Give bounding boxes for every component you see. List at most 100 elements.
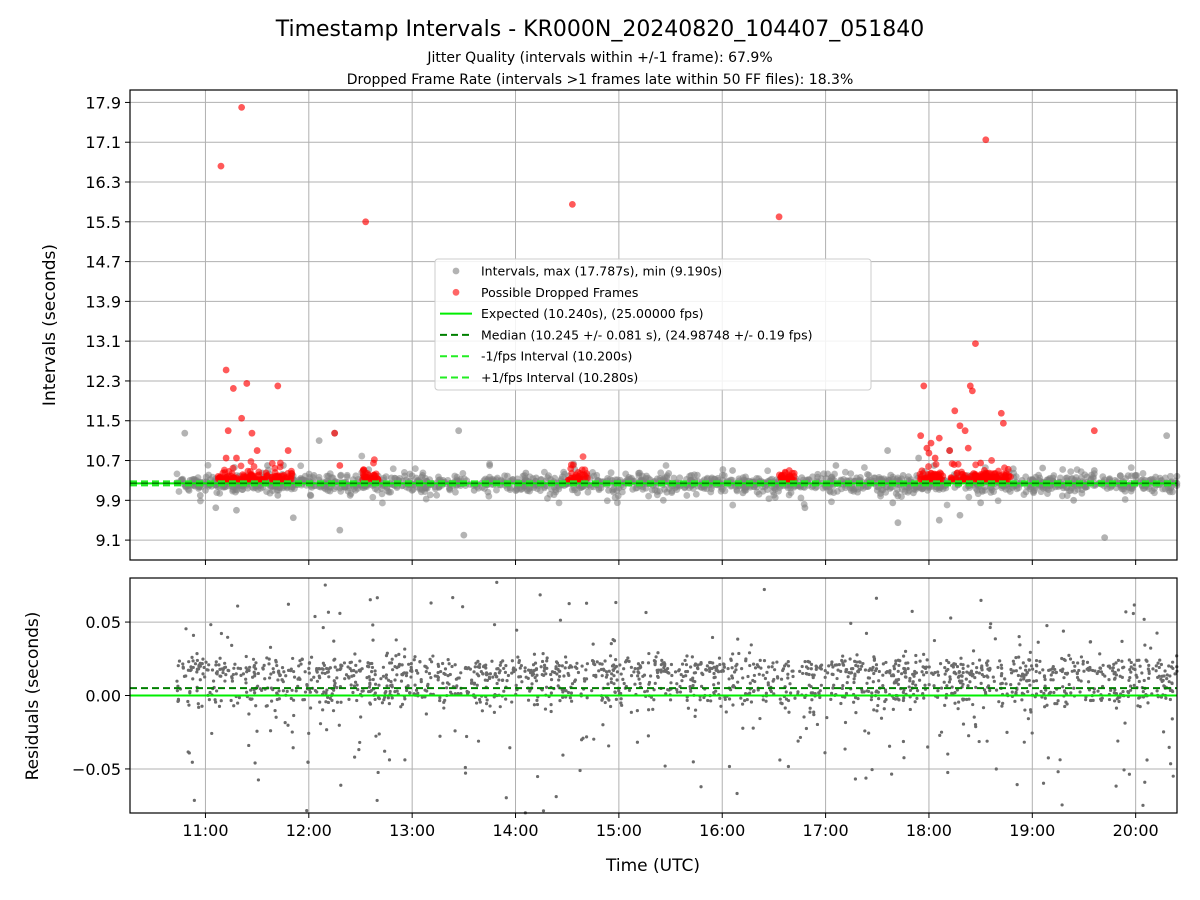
residual-point: [743, 698, 747, 703]
residual-point: [181, 666, 185, 670]
residual-point: [1121, 689, 1125, 694]
residual-point: [569, 699, 574, 703]
residuals-x-tick-label: 15:00: [596, 821, 642, 840]
residual-point: [715, 667, 719, 672]
residual-point: [1145, 659, 1149, 663]
residual-point: [409, 675, 413, 679]
residual-point: [696, 663, 700, 667]
residual-point: [636, 662, 641, 666]
dropped-frame-point: [936, 475, 944, 482]
interval-point: [297, 462, 305, 470]
interval-point: [1121, 487, 1129, 495]
residual-point: [1043, 705, 1047, 709]
residual-point: [1076, 661, 1080, 665]
residual-point: [461, 605, 465, 609]
residual-point: [798, 669, 802, 674]
dropped-frame-point: [948, 474, 955, 482]
residual-point: [853, 672, 857, 676]
residual-point: [914, 653, 918, 658]
dropped-frame-point: [962, 475, 970, 483]
residual-point: [901, 698, 906, 703]
residual-point: [320, 671, 324, 675]
dropped-frame-point: [372, 470, 380, 478]
residual-point: [1028, 683, 1032, 687]
residual-point: [680, 679, 684, 683]
interval-point: [1058, 492, 1066, 500]
residual-point: [992, 679, 996, 683]
residual-point: [453, 663, 457, 667]
residual-point: [339, 783, 343, 787]
residual-point: [549, 672, 553, 677]
dropped-frame-point: [992, 473, 1000, 481]
residual-point: [294, 689, 298, 693]
interval-point: [765, 495, 773, 503]
residual-point: [1116, 739, 1120, 743]
residual-point: [592, 737, 596, 741]
intervals-plot-frame: [129, 89, 1178, 561]
residual-point: [871, 665, 875, 669]
residual-point: [869, 698, 873, 702]
intervals-y-tick-label: 12.3: [85, 372, 121, 391]
residual-point: [443, 667, 448, 671]
residual-point: [353, 680, 358, 684]
residual-point: [447, 682, 451, 686]
residual-point: [1024, 673, 1028, 677]
residual-point: [438, 698, 442, 703]
residual-point: [338, 611, 342, 615]
residual-point: [245, 690, 249, 694]
residual-point: [786, 672, 790, 676]
interval-point: [972, 484, 980, 492]
residual-point: [321, 625, 325, 630]
residual-point: [1169, 665, 1174, 669]
residual-point: [803, 695, 807, 700]
residual-point: [383, 749, 387, 753]
residual-point: [812, 673, 816, 677]
residual-point: [907, 685, 911, 689]
residual-point: [1043, 677, 1047, 682]
interval-point: [173, 470, 181, 478]
dropped-frame-point: [954, 460, 962, 468]
residual-point: [289, 667, 293, 671]
residual-point: [870, 691, 874, 695]
dropped-frame-outlier-point: [336, 462, 344, 469]
residual-point: [517, 659, 522, 663]
residual-point: [830, 672, 834, 676]
residual-point: [263, 677, 267, 681]
interval-point: [204, 461, 212, 469]
residual-point: [730, 676, 735, 680]
residual-point: [918, 659, 922, 663]
residual-point: [950, 685, 954, 689]
residual-point: [766, 683, 770, 687]
interval-outlier-point: [1132, 472, 1140, 479]
residual-point: [883, 699, 887, 704]
interval-point: [755, 490, 763, 498]
interval-outlier-point: [460, 531, 468, 539]
residual-point: [317, 674, 321, 678]
residual-point: [877, 679, 881, 683]
residual-point: [254, 661, 258, 665]
residual-point: [307, 731, 311, 735]
residual-point: [493, 673, 497, 677]
residual-point: [484, 702, 489, 706]
interval-point: [607, 469, 615, 477]
residual-point: [249, 688, 253, 692]
residual-point: [1095, 671, 1099, 676]
residual-point: [395, 689, 399, 693]
residual-point: [487, 675, 492, 679]
residual-point: [1029, 710, 1033, 714]
intervals-panel: 9.19.910.711.512.313.113.914.715.516.317…: [40, 89, 1181, 565]
residual-point: [404, 674, 409, 678]
residual-point: [407, 662, 411, 666]
residual-point: [520, 680, 524, 684]
interval-point: [546, 490, 554, 498]
residual-point: [349, 683, 353, 687]
residual-point: [298, 659, 302, 663]
residual-point: [177, 659, 182, 663]
interval-outlier-point: [470, 486, 478, 494]
residual-point: [1117, 699, 1121, 704]
residual-point: [636, 666, 640, 671]
residual-point: [247, 668, 251, 673]
legend-items: Intervals, max (17.787s), min (9.190s)Po…: [440, 264, 812, 385]
residual-point: [1019, 678, 1023, 682]
dropped-frame-outlier-point: [968, 387, 976, 395]
